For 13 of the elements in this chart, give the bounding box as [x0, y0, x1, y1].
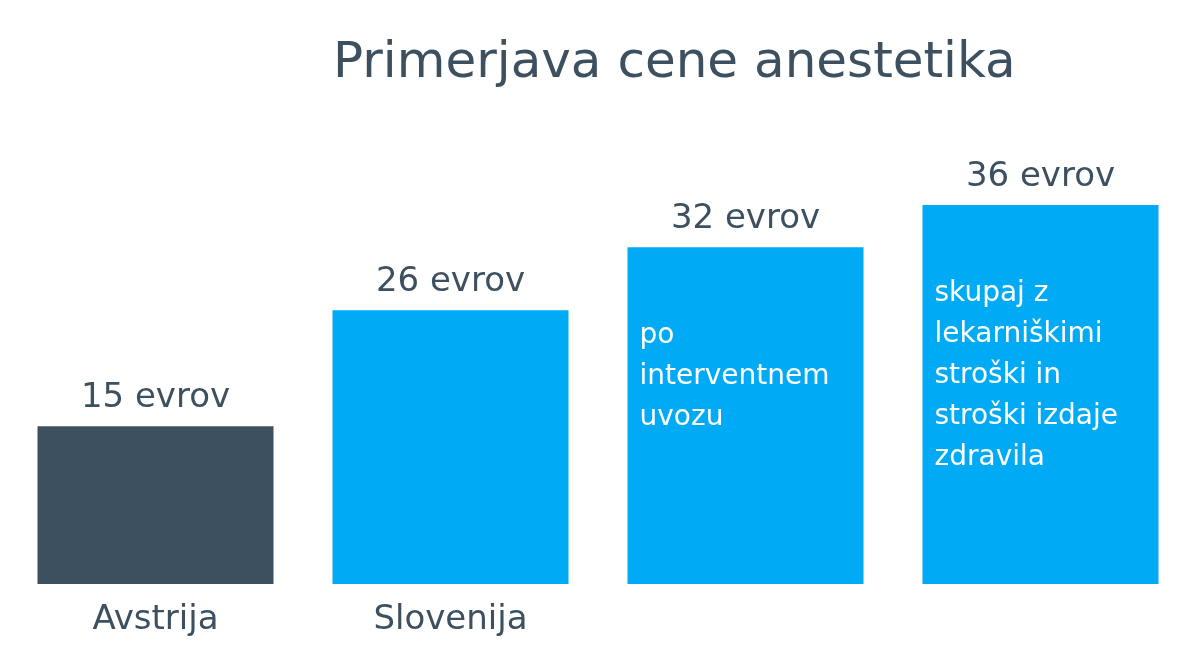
bar	[922, 205, 1159, 584]
data-label: 32 evrov	[670, 196, 821, 237]
bar	[37, 426, 274, 584]
data-label: 15 evrov	[80, 375, 231, 416]
x-tick-label: Slovenija	[373, 597, 528, 637]
bar	[627, 247, 864, 584]
bar	[332, 310, 569, 584]
data-label: 26 evrov	[375, 259, 526, 300]
annotation: po interventnem uvozu	[639, 317, 839, 433]
x-tick-label: Avstrija	[92, 597, 219, 637]
annotation: skupaj z lekarniškimi stroški in stroški izdaje zdravila	[934, 275, 1127, 473]
data-label: 36 evrov	[965, 154, 1116, 195]
chart-title: Primerjava cene anestetika	[333, 31, 1016, 89]
